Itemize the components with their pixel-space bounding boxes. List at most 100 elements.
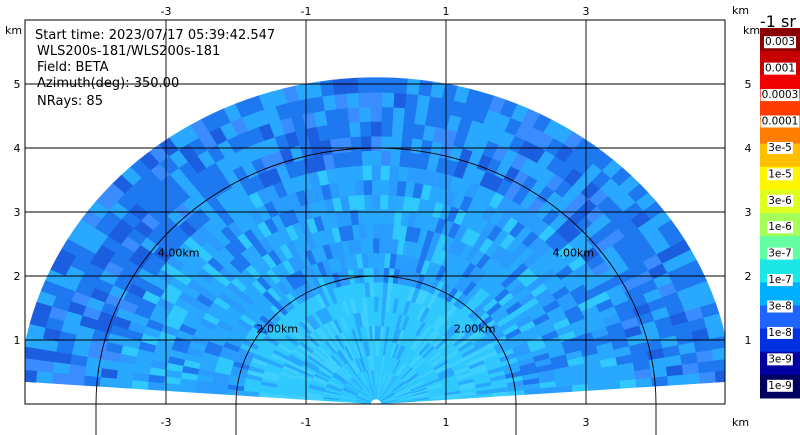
colorbar-label-bg: [767, 353, 793, 366]
x-tick-label-bottom: -3: [161, 416, 172, 429]
radar-gate-cell: [377, 281, 384, 298]
radar-gate-cell: [361, 164, 372, 181]
x-tick-label-bottom: -1: [301, 416, 312, 429]
radar-gate-cell: [378, 252, 386, 268]
colorbar-label: 0.003: [765, 36, 795, 48]
colorbar-label-bg: [760, 115, 800, 128]
colorbar-title: -1 sr: [760, 12, 796, 31]
colorbar-label-bg: [767, 247, 793, 260]
colorbar-label: 0.0003: [762, 89, 799, 101]
radar-gate-cell: [713, 358, 725, 372]
colorbar-label: 3e-5: [768, 142, 792, 154]
x-axis-unit-top: km: [732, 4, 749, 17]
grid-layer: [25, 20, 725, 404]
axis-layer: km km km km -3 -3 -1 -1 1 1 3 3 1 1 2 2 3 3 4 4 5 5: [5, 4, 760, 429]
radar-gate-cell: [709, 335, 725, 350]
radar-gate-cell: [333, 93, 348, 110]
radar-gate-cell: [99, 377, 117, 388]
radar-gate-cell: [36, 360, 55, 374]
radar-gate-cell: [178, 384, 197, 393]
radar-gate-cell: [373, 281, 379, 297]
radar-gate-cell: [405, 78, 421, 95]
colorbar-label-bg: [767, 379, 793, 392]
radar-gate-cell: [381, 106, 394, 123]
plot-frame: [24, 19, 726, 405]
radar-gate-cell: [373, 267, 379, 283]
radar-gate-cell: [413, 108, 428, 126]
radar-gate-cell: [398, 151, 411, 168]
x-axis-unit-bottom: km: [732, 416, 749, 429]
radar-gate-cell: [389, 150, 401, 167]
radar-gate-cell: [417, 79, 433, 97]
colorbar-label-bg: [767, 141, 793, 154]
field-name: Field: BETA: [37, 60, 109, 75]
nrays-readout: NRays: 85: [37, 94, 103, 109]
colorbar-label: 0.001: [765, 63, 795, 75]
range-rings: 2.00km 2.00km 4.00km 4.00km: [95, 147, 657, 435]
radar-gate-cell: [377, 310, 382, 327]
radar-gate-cell: [381, 91, 395, 108]
colorbar-label: 1e-8: [768, 327, 792, 339]
colorbar-label: 1e-9: [768, 380, 792, 392]
radar-gate-cell: [370, 150, 382, 166]
radar-gate-cell: [364, 208, 373, 225]
colorbar-label-bg: [767, 221, 794, 234]
radar-gate-cell: [380, 150, 391, 166]
x-tick-label-top: 3: [583, 5, 590, 18]
colorbar-label: 1e-5: [768, 168, 792, 180]
radar-gate-cell: [147, 381, 165, 391]
x-tick-label-bottom: 1: [443, 416, 450, 429]
radar-gate-cell: [347, 106, 360, 123]
radar-gate-cell: [25, 346, 41, 361]
radar-gate-cell: [363, 194, 373, 210]
y-tick-label-right: 2: [745, 270, 752, 283]
x-tick-label-top: -1: [301, 5, 312, 18]
x-tick-label-top: -3: [161, 5, 172, 18]
colorbar-label-bg: [767, 274, 793, 287]
radar-gate-cell: [667, 374, 685, 386]
radar-gate-cell: [372, 237, 380, 254]
radar-gate-cell: [384, 238, 393, 254]
colorbar-swatch: [760, 282, 800, 306]
radar-gate-cell: [415, 94, 431, 111]
radar-gate-cell: [25, 335, 43, 350]
radar-gate-cell: [345, 92, 360, 109]
radar-gate-cell: [68, 364, 87, 377]
radar-gate-cell: [378, 267, 385, 283]
radar-gate-cell: [401, 122, 415, 139]
radar-gate-cell: [386, 194, 397, 211]
radar-gate-cell: [357, 91, 371, 108]
y-axis-unit-left: km: [5, 24, 22, 37]
radar-gate-cell: [361, 150, 372, 166]
radar-gate-cell: [358, 106, 371, 123]
radar-gate-cell: [359, 121, 372, 137]
radar-gate-cell: [67, 374, 85, 386]
radar-gate-cell: [369, 106, 383, 122]
radar-gate-cell: [372, 252, 380, 268]
radar-gate-cell: [373, 296, 379, 312]
y-tick-label-right: 5: [745, 78, 752, 91]
radar-gate-cell: [392, 106, 405, 123]
radar-gate-cell: [370, 121, 382, 137]
radar-gate-cell: [379, 208, 388, 225]
radar-gate-cell: [25, 358, 39, 372]
instrument-name: WLS200s-181/WLS200s-181: [37, 44, 220, 59]
colorbar-label: 1e-6: [768, 221, 792, 233]
colorbar-swatch: [760, 97, 800, 121]
radar-gate-cell: [391, 121, 404, 138]
y-tick-label-left: 2: [14, 270, 21, 283]
radar-gate-cell: [369, 77, 383, 93]
radar-gate-cell: [397, 165, 409, 182]
radar-gate-cell: [378, 223, 387, 239]
radar-gate-cell: [381, 77, 396, 93]
colorbar: -1 sr 0.003 0.001 0.0003 0.0001 3e-5 1e-5 3e-6…: [760, 12, 800, 399]
radar-gate-cell: [356, 77, 371, 93]
radar-gate-cell: [388, 165, 400, 182]
colorbar-label-bg: [767, 300, 793, 313]
radar-gate-cell: [194, 386, 212, 394]
colorbar-label: 1e-7: [768, 274, 792, 286]
y-axis-unit-right: km: [743, 24, 760, 37]
radar-gate-cell: [371, 208, 381, 224]
radar-gate-cell: [380, 164, 391, 181]
